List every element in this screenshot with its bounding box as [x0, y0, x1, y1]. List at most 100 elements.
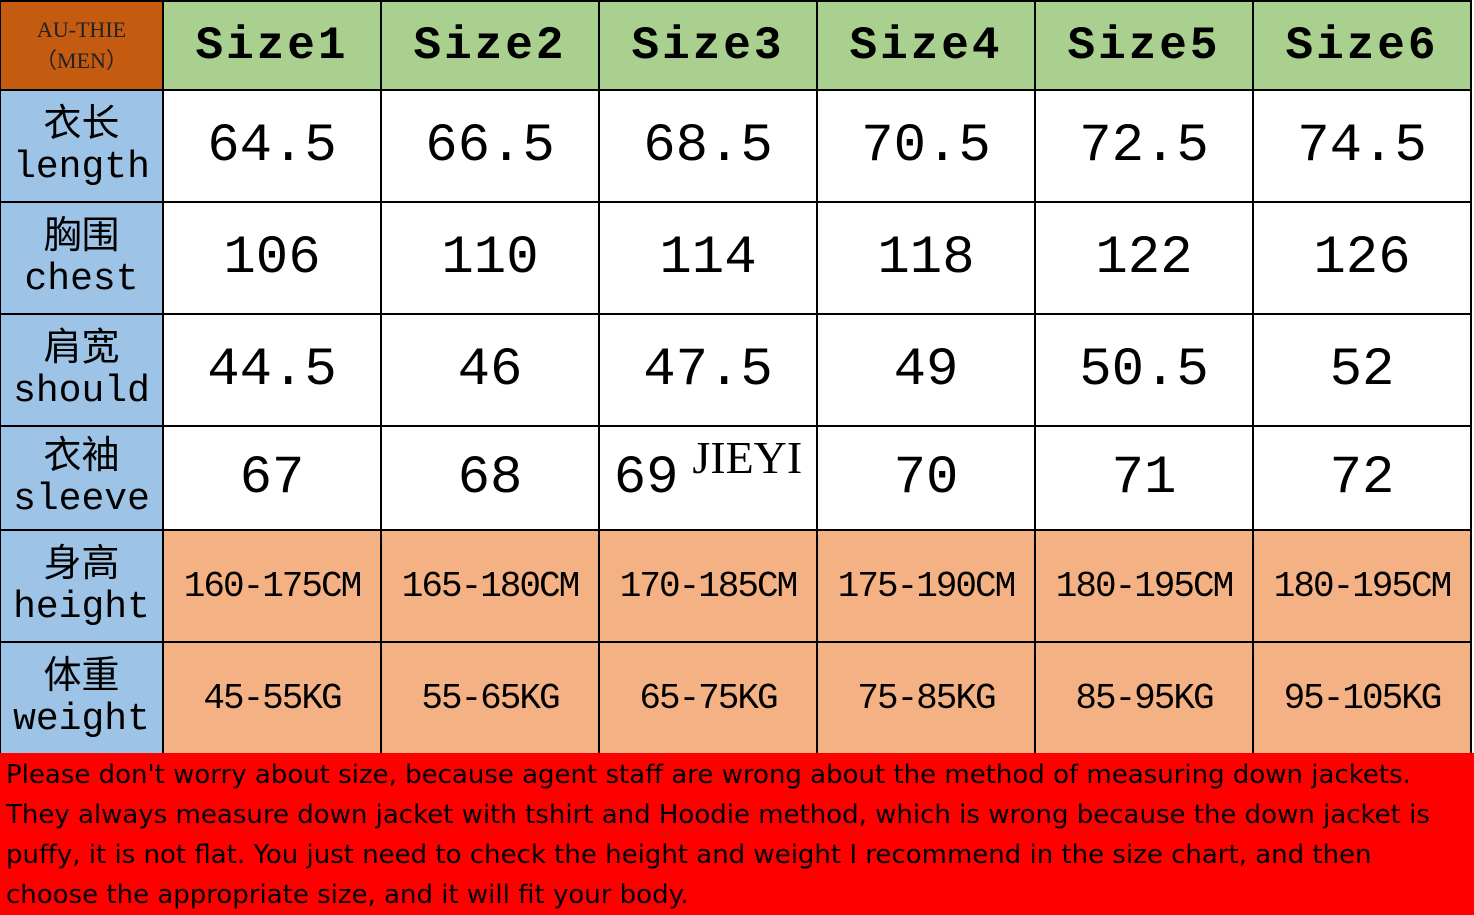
- table-cell: 71: [1036, 427, 1254, 531]
- table-cell-text: 69: [613, 447, 679, 509]
- table-cell-text: 71: [1111, 447, 1177, 509]
- table-cell: 68: [382, 427, 600, 531]
- table-cell: 160-175CM: [164, 531, 382, 643]
- table-cell: 45-55KG: [164, 643, 382, 755]
- table-cell-text: 68.5: [643, 115, 773, 177]
- table-cell-text: 50.5: [1079, 339, 1209, 401]
- row-label-cn: 衣长: [43, 101, 120, 146]
- table-cell-text: 122: [1095, 227, 1193, 289]
- table-cell-text: 165-180CM: [401, 565, 580, 607]
- column-header-size1-text: Size1: [195, 19, 349, 72]
- table-cell: 50.5: [1036, 315, 1254, 427]
- table-cell-text: 68: [457, 447, 523, 509]
- table-cell-text: 118: [877, 227, 975, 289]
- table-cell-text: 75-85KG: [857, 677, 996, 719]
- row-label-en: height: [13, 586, 150, 629]
- table-cell-text: 67: [239, 447, 305, 509]
- table-cell-text: 49: [893, 339, 959, 401]
- table-cell: 70: [818, 427, 1036, 531]
- table-cell: 65-75KG: [600, 643, 818, 755]
- column-header-size6: Size6: [1254, 2, 1472, 91]
- table-cell-text: 170-185CM: [619, 565, 798, 607]
- table-cell: 47.5: [600, 315, 818, 427]
- table-cell-text: 45-55KG: [203, 677, 342, 719]
- table-cell-text: 175-190CM: [837, 565, 1016, 607]
- row-label-height: 身高 height: [1, 531, 164, 643]
- table-cell-text: 180-195CM: [1055, 565, 1234, 607]
- row-label-chest: 胸围 chest: [1, 203, 164, 315]
- table-cell: 46: [382, 315, 600, 427]
- row-label-cn: 身高: [43, 541, 120, 586]
- table-cell: 126: [1254, 203, 1472, 315]
- table-cell: 170-185CM: [600, 531, 818, 643]
- table-cell-text: 52: [1329, 339, 1395, 401]
- table-cell: 165-180CM: [382, 531, 600, 643]
- table-cell: 114: [600, 203, 818, 315]
- table-cell-text: 110: [441, 227, 539, 289]
- column-header-size5: Size5: [1036, 2, 1254, 91]
- table-cell-text: 70.5: [861, 115, 991, 177]
- size-chart-table: AU-THIE （MEN） Size1 Size2 Size3 Size4 Size5 S…: [0, 0, 1472, 755]
- table-cell: 118: [818, 203, 1036, 315]
- table-cell-text: 95-105KG: [1283, 677, 1443, 719]
- table-cell-text: 74.5: [1297, 115, 1427, 177]
- column-header-size3: Size3: [600, 2, 818, 91]
- gender-label: （MEN）: [35, 47, 128, 73]
- row-label-cn: 肩宽: [43, 325, 120, 370]
- table-cell-text: 85-95KG: [1075, 677, 1214, 719]
- table-cell-text: 66.5: [425, 115, 555, 177]
- table-cell-text: 47.5: [643, 339, 773, 401]
- table-cell: 64.5: [164, 91, 382, 203]
- table-cell: 106: [164, 203, 382, 315]
- table-cell: 55-65KG: [382, 643, 600, 755]
- row-label-cn: 胸围: [43, 213, 120, 258]
- row-label-en: sleeve: [13, 478, 150, 521]
- table-cell-text: 160-175CM: [183, 565, 362, 607]
- row-label-en: chest: [24, 258, 139, 301]
- table-cell: 95-105KG: [1254, 643, 1472, 755]
- row-label-length: 衣长 length: [1, 91, 164, 203]
- table-cell: 49: [818, 315, 1036, 427]
- table-cell: 52: [1254, 315, 1472, 427]
- column-header-size2-text: Size2: [413, 19, 567, 72]
- table-cell-text: 72.5: [1079, 115, 1209, 177]
- table-cell: 75-85KG: [818, 643, 1036, 755]
- column-header-size1: Size1: [164, 2, 382, 91]
- row-label-cn: 体重: [43, 653, 120, 698]
- table-cell: 72: [1254, 427, 1472, 531]
- table-cell-text: 46: [457, 339, 523, 401]
- table-cell-text: 180-195CM: [1273, 565, 1452, 607]
- row-label-en: length: [13, 146, 150, 189]
- table-cell: 122: [1036, 203, 1254, 315]
- row-label-en: weight: [13, 698, 150, 741]
- column-header-size4: Size4: [818, 2, 1036, 91]
- table-cell: 68.5: [600, 91, 818, 203]
- table-cell: 175-190CM: [818, 531, 1036, 643]
- brand-label: AU-THIE: [36, 16, 127, 42]
- row-label-en: should: [13, 370, 150, 413]
- table-cell: 74.5: [1254, 91, 1472, 203]
- column-header-size2: Size2: [382, 2, 600, 91]
- table-cell-text: 106: [223, 227, 321, 289]
- table-cell: 110: [382, 203, 600, 315]
- table-cell-text: 64.5: [207, 115, 337, 177]
- table-cell-text: 72: [1329, 447, 1395, 509]
- row-label-weight: 体重 weight: [1, 643, 164, 755]
- table-cell: 180-195CM: [1254, 531, 1472, 643]
- table-cell: 44.5: [164, 315, 382, 427]
- table-cell: 72.5: [1036, 91, 1254, 203]
- table-cell-text: 126: [1313, 227, 1411, 289]
- column-header-size3-text: Size3: [631, 19, 785, 72]
- corner-cell: AU-THIE （MEN）: [1, 2, 164, 91]
- table-cell: 70.5: [818, 91, 1036, 203]
- row-label-sleeve: 衣袖 sleeve: [1, 427, 164, 531]
- table-cell: 180-195CM: [1036, 531, 1254, 643]
- table-cell: 85-95KG: [1036, 643, 1254, 755]
- table-cell: 67: [164, 427, 382, 531]
- column-header-size6-text: Size6: [1285, 19, 1439, 72]
- column-header-size4-text: Size4: [849, 19, 1003, 72]
- watermark: JIEYI: [692, 432, 803, 483]
- table-cell-text: 70: [893, 447, 959, 509]
- table-cell-text: 55-65KG: [421, 677, 560, 719]
- table-cell-text: 65-75KG: [639, 677, 778, 719]
